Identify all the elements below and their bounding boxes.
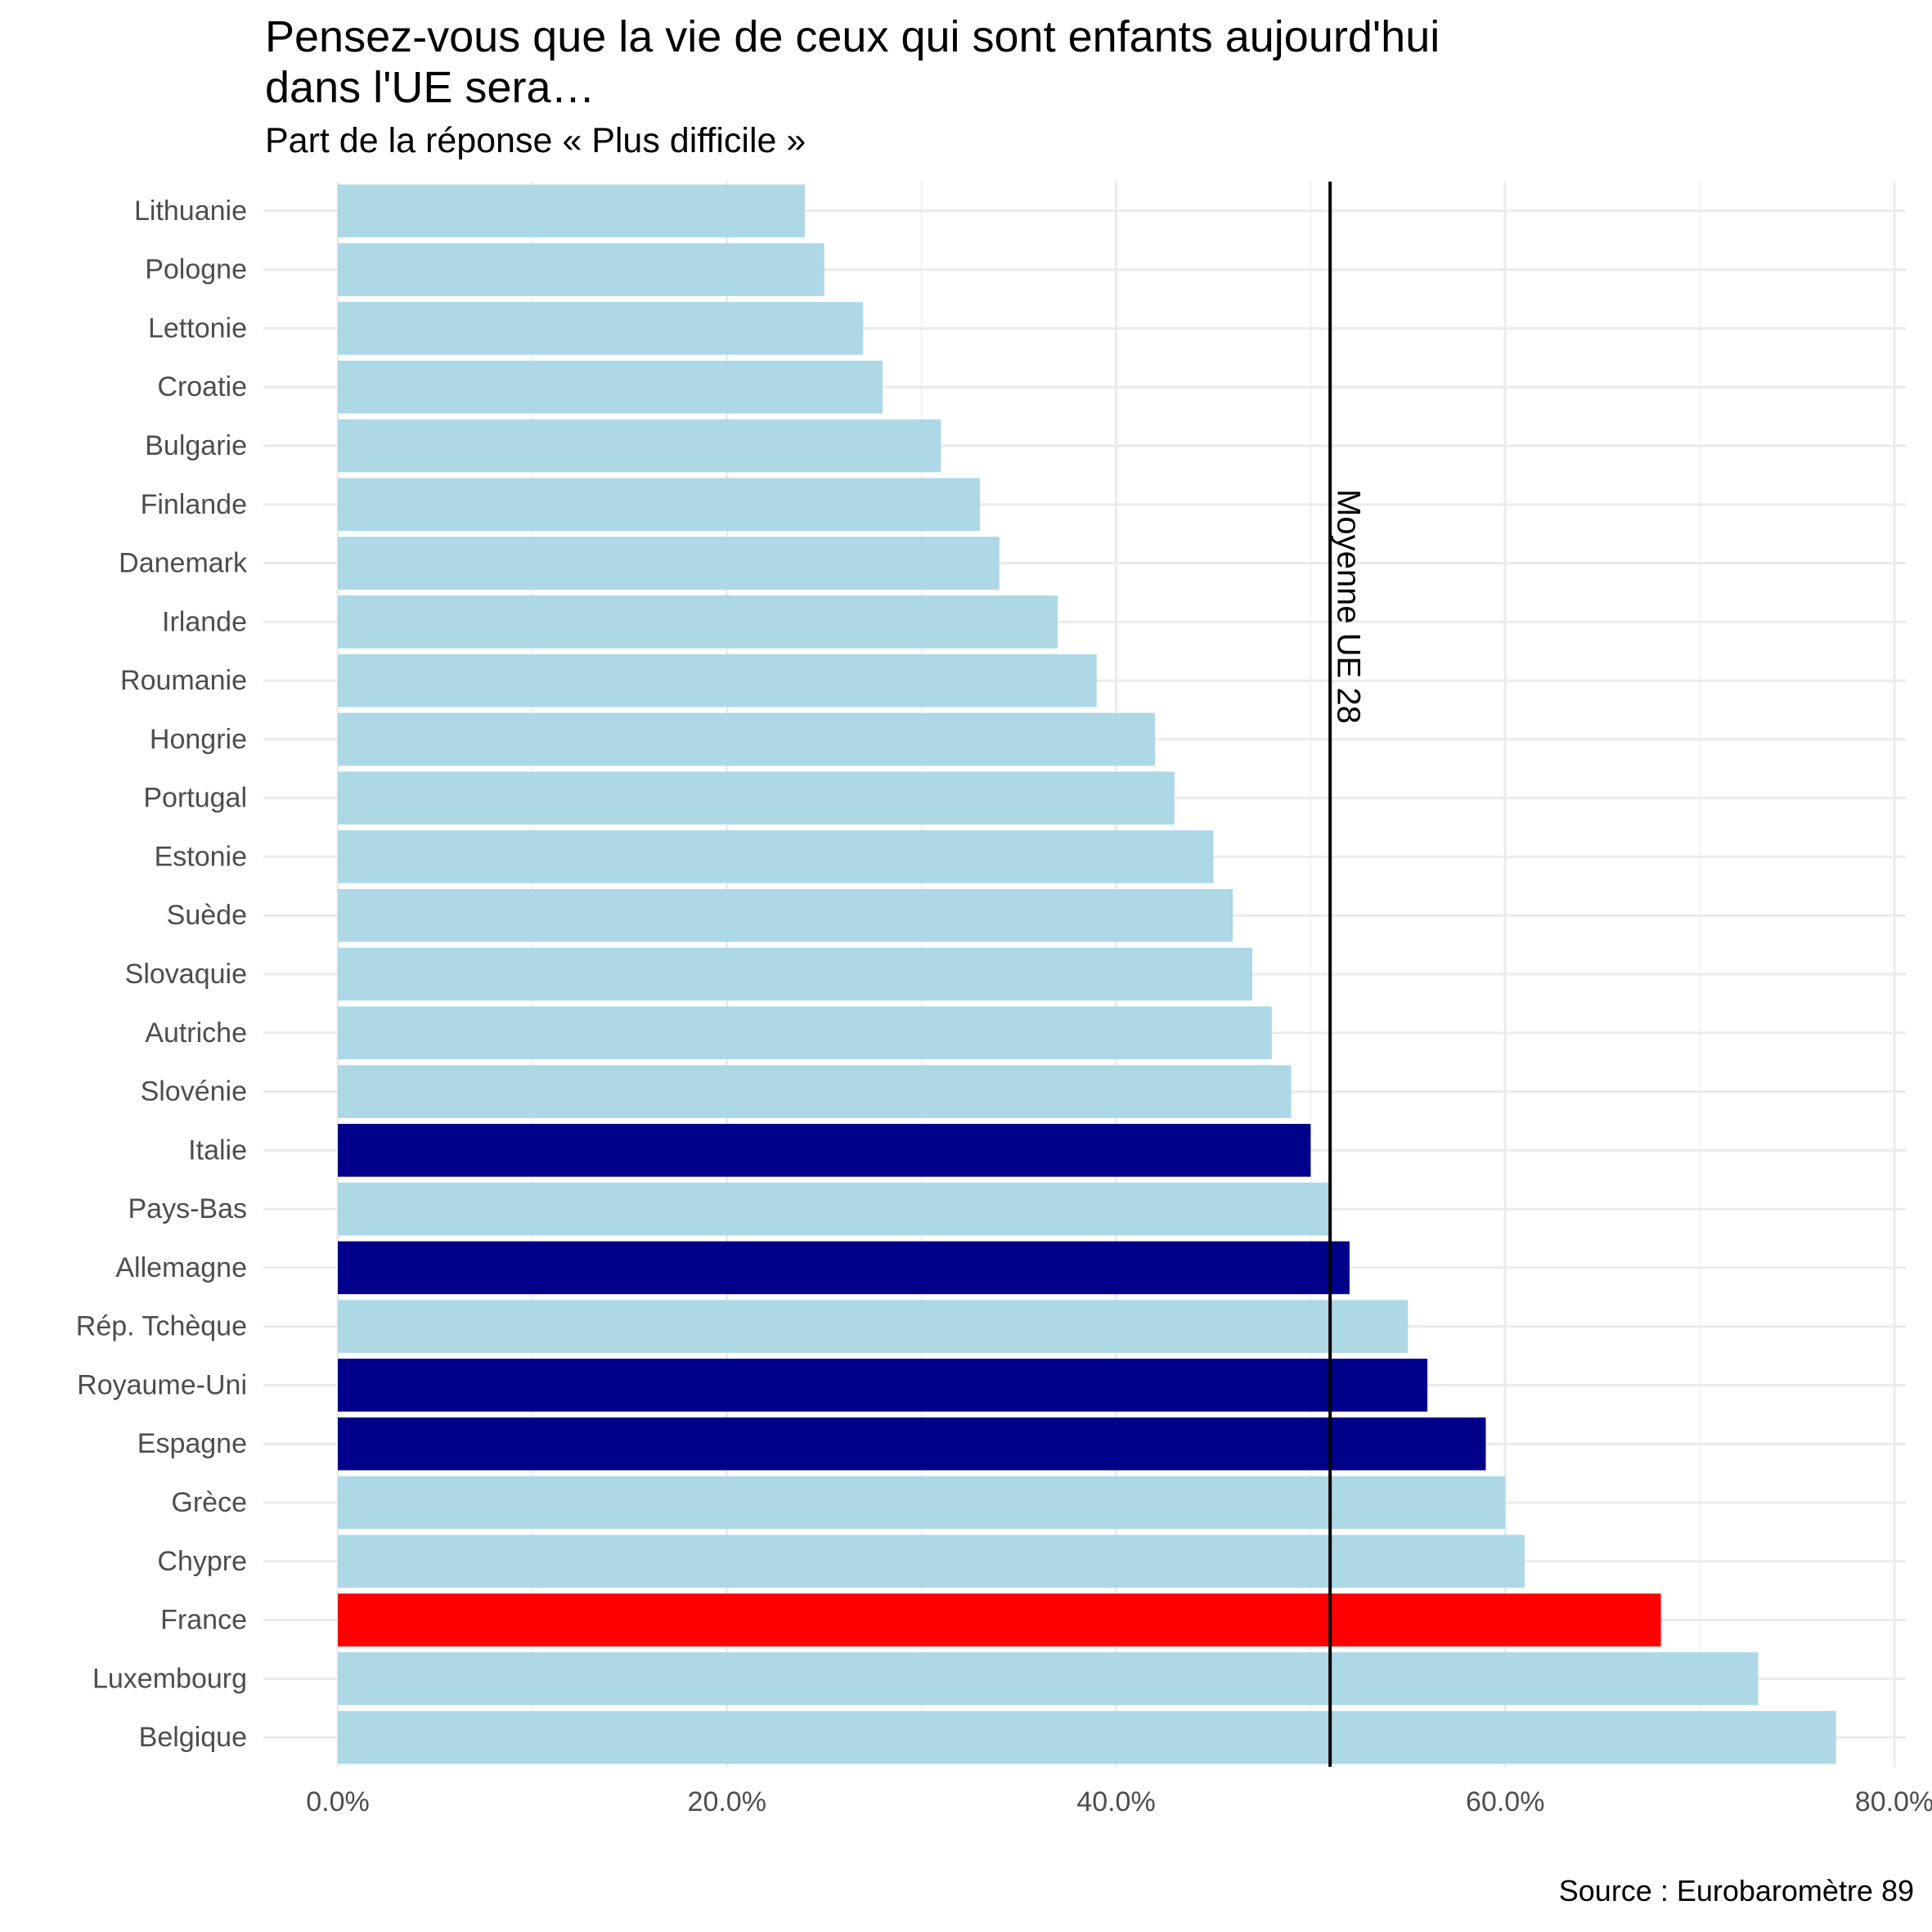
bar-luxembourg [338,1652,1759,1705]
bar-belgique [338,1710,1836,1764]
category-label: Estonie [155,841,247,872]
bar-estonie [338,830,1214,883]
category-label: Espagne [137,1428,247,1459]
category-label: Pologne [145,254,247,285]
bar-irlande [338,595,1058,649]
category-label: France [160,1605,247,1636]
chart-title-line-1: Pensez-vous que la vie de ceux qui sont … [265,12,1440,61]
bar-slovaquie [338,947,1253,1001]
x-tick-label: 0.0% [306,1786,370,1817]
category-label: Rép. Tchèque [76,1311,247,1342]
category-label: Roumanie [120,665,247,696]
category-label: Croatie [157,371,247,402]
reference-line-label: Moyenne UE 28 [1331,489,1367,724]
bar-roumanie [338,654,1097,708]
bar-danemark [338,537,1000,590]
category-label: Pays-Bas [128,1193,248,1224]
bar-lithuanie [338,184,805,238]
bar-royaume-uni [338,1359,1428,1412]
x-axis-tick-labels: 0.0% 20.0% 40.0% 60.0% 80.0% [306,1786,1932,1817]
bar-croatie [338,360,883,414]
chart-subtitle: Part de la réponse « Plus difficile » [265,121,806,160]
category-labels: Lithuanie Pologne Lettonie Croatie Bulgarie F… [76,195,248,1753]
x-tick-label: 20.0% [688,1786,766,1817]
bar-slov-nie [338,1065,1292,1118]
category-label: Chypre [157,1546,247,1577]
chart-title: Pensez-vous que la vie de ceux qui sont … [265,11,1440,113]
bar-lettonie [338,302,864,355]
bars [338,184,1836,1764]
bar-r-p-tch-que [338,1300,1409,1353]
chart-title-line-2: dans l'UE sera… [265,63,595,112]
category-label: Slovaquie [125,959,247,990]
bar-italie [338,1124,1311,1177]
category-label: Slovénie [141,1076,247,1108]
category-label: Suède [167,900,247,931]
source-note: Source : Eurobaromètre 89 [1558,1874,1914,1907]
bar-autriche [338,1006,1272,1060]
category-label: Grèce [171,1487,247,1518]
bar-espagne [338,1417,1486,1471]
category-label: Luxembourg [92,1663,247,1694]
bar-allemagne [338,1241,1350,1295]
reference-line-group: Moyenne UE 28 [1328,182,1367,1767]
category-label: Royaume-Uni [77,1369,247,1400]
category-label: Finlande [141,489,247,520]
category-label: Autriche [145,1018,247,1049]
bar-su-de [338,888,1233,942]
bar-bulgarie [338,419,941,473]
x-tick-label: 60.0% [1466,1786,1544,1817]
bar-france [338,1593,1661,1647]
bar-gr-ce [338,1476,1506,1530]
category-label: Hongrie [150,724,247,755]
category-label: Danemark [119,548,248,579]
bar-chypre [338,1534,1525,1588]
category-label: Belgique [139,1722,247,1753]
bar-portugal [338,771,1175,824]
bar-pologne [338,243,824,296]
category-label: Lettonie [148,312,247,344]
category-label: Portugal [143,783,247,814]
x-tick-label: 80.0% [1855,1786,1932,1817]
bar-pays-bas [338,1182,1331,1236]
category-label: Bulgarie [145,430,247,461]
category-label: Lithuanie [134,195,247,227]
category-label: Italie [188,1134,247,1166]
x-tick-label: 40.0% [1076,1786,1155,1817]
bar-hongrie [338,712,1156,766]
category-label: Allemagne [115,1252,247,1283]
bar-finlande [338,478,980,532]
category-label: Irlande [162,606,247,637]
